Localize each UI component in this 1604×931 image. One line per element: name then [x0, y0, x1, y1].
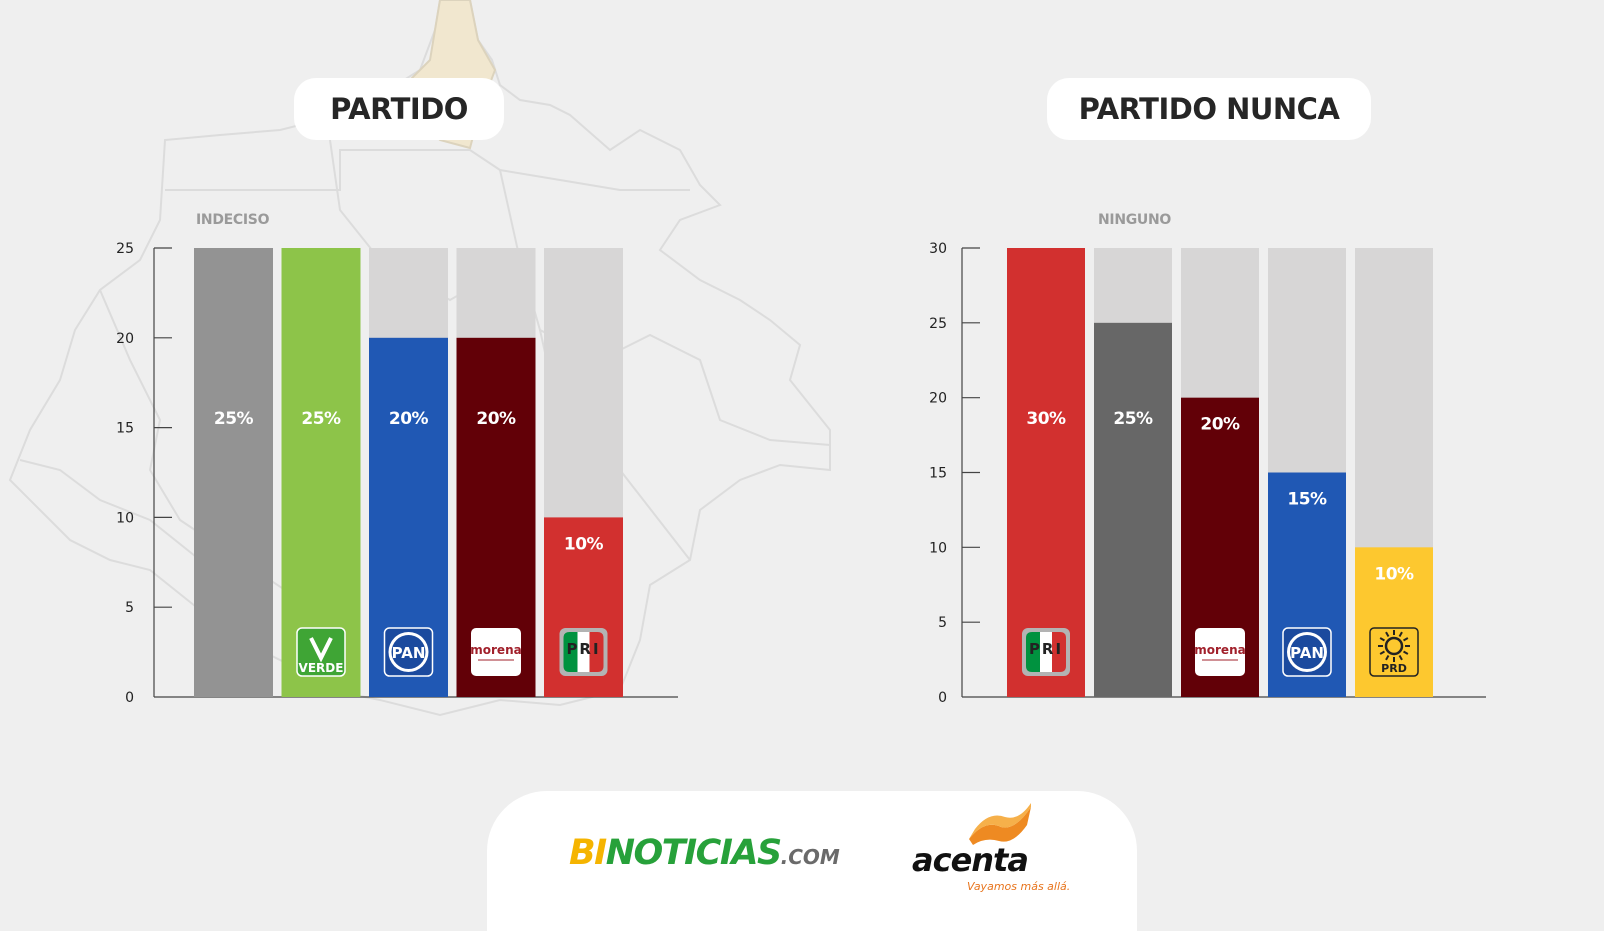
- bar-label-c1-b0: 30%: [1026, 409, 1066, 429]
- bar-c1-b1: [1094, 322, 1172, 697]
- y-tick-label-c1-0: 0: [938, 690, 947, 706]
- bar-label-c0-b3: 20%: [476, 409, 516, 429]
- bar-c0-b0: [194, 248, 273, 697]
- logo-verde-c0-b1-v-icon: [309, 637, 333, 663]
- bar-label-c0-b2: 20%: [389, 409, 429, 429]
- logo-prd-c1-b4-ray-5: [1379, 650, 1385, 655]
- logo-pri-c0-b4-red: [589, 632, 604, 672]
- category-label-c0: INDECISO: [196, 212, 270, 228]
- logo-pan-c0-b2-circle: [391, 635, 426, 669]
- bar-label-c1-b4: 10%: [1374, 564, 1414, 584]
- logo-verde-c0-b1-bg: [296, 627, 346, 677]
- y-tick-label-c0-5: 25: [116, 241, 134, 257]
- logo-pri-c1-b0-green: [1026, 632, 1040, 672]
- logo-prd-c1-b4-ray-11: [1403, 637, 1409, 642]
- logo-morena-c1-b2-text: morena: [1194, 643, 1245, 657]
- logo-prd-c1-b4-ray-4: [1385, 655, 1390, 661]
- y-tick-label-c1-5: 25: [929, 316, 947, 332]
- acenta-flag-icon: [969, 803, 1031, 845]
- y-tick-label-c0-3: 15: [116, 421, 134, 437]
- binoticias-logo-bi: BI: [569, 833, 607, 873]
- bar-label-c0-b1: 25%: [301, 409, 341, 429]
- logo-prd-c1-b4-ray-2: [1398, 655, 1403, 661]
- y-tick-label-c0-1: 5: [125, 600, 134, 616]
- logo-pri-c0-b4-text: PRI: [566, 640, 600, 658]
- logo-prd-c1-b4-ray-10: [1398, 631, 1403, 637]
- y-tick-label-c1-1: 5: [938, 615, 947, 631]
- y-tick-label-c1-3: 15: [929, 466, 947, 482]
- logo-pri-c0-b4-white: [577, 632, 590, 672]
- bar-label-c0-b4: 10%: [564, 534, 604, 554]
- y-tick-label-c0-0: 0: [125, 690, 134, 706]
- logo-pri-c1-b0-text: PRI: [1029, 640, 1063, 658]
- logo-morena-c0-b3-text: morena: [470, 643, 521, 657]
- bar-label-c1-b2: 20%: [1200, 415, 1240, 435]
- chart-title-partido: PARTIDO: [294, 78, 504, 140]
- bar-c0-b1: [281, 248, 361, 697]
- logo-prd-c1-b4-ray-8: [1385, 631, 1390, 637]
- binoticias-logo-com: .COM: [780, 845, 840, 869]
- logo-pan-c0-b2-text: PAN: [392, 644, 426, 662]
- logo-pri-c1-b0-white: [1040, 632, 1052, 672]
- bar-charts: 0 5 10 15 20 25 INDECISO 25% 25% VERDE 20% PAN 20% mo…: [116, 212, 1486, 706]
- logo-pri-c1-b0-red: [1052, 632, 1066, 672]
- y-tick-label-c1-2: 10: [929, 540, 947, 556]
- binoticias-logo: BINOTICIAS.COM: [569, 833, 840, 873]
- acenta-logo: acenta: [912, 841, 1029, 879]
- acenta-slogan: Vayamos más allá.: [967, 880, 1071, 893]
- category-label-c1: NINGUNO: [1098, 212, 1171, 228]
- bar-c1-b0: [1007, 248, 1085, 697]
- bar-label-c1-b3: 15%: [1287, 490, 1327, 510]
- logo-morena-c0-b3-bg: [471, 628, 521, 676]
- logo-verde-c0-b1-text: VERDE: [299, 661, 344, 675]
- logo-prd-c1-b4-ray-1: [1403, 650, 1409, 655]
- y-tick-label-c1-6: 30: [929, 241, 947, 257]
- logo-prd-c1-b4-sun-icon: [1384, 636, 1404, 656]
- logo-prd-c1-b4-ray-7: [1379, 637, 1385, 642]
- y-tick-label-c0-2: 10: [116, 510, 134, 526]
- logo-pan-c1-b3-text: PAN: [1290, 644, 1324, 662]
- bar-label-c1-b1: 25%: [1113, 409, 1153, 429]
- y-tick-label-c1-4: 20: [929, 391, 947, 407]
- logo-prd-c1-b4-text: PRD: [1381, 662, 1407, 675]
- binoticias-logo-noticias: NOTICIAS: [605, 833, 782, 873]
- logo-pan-c1-b3-circle: [1290, 635, 1324, 669]
- logo-morena-c1-b2-bg: [1195, 628, 1245, 676]
- footer-brands: BINOTICIAS.COM acenta Vayamos más allá.: [487, 791, 1137, 931]
- logo-pri-c0-b4-green: [563, 632, 578, 672]
- y-tick-label-c0-4: 20: [116, 331, 134, 347]
- chart-title-partido-nunca: PARTIDO NUNCA: [1047, 78, 1371, 140]
- bar-label-c0-b0: 25%: [214, 409, 254, 429]
